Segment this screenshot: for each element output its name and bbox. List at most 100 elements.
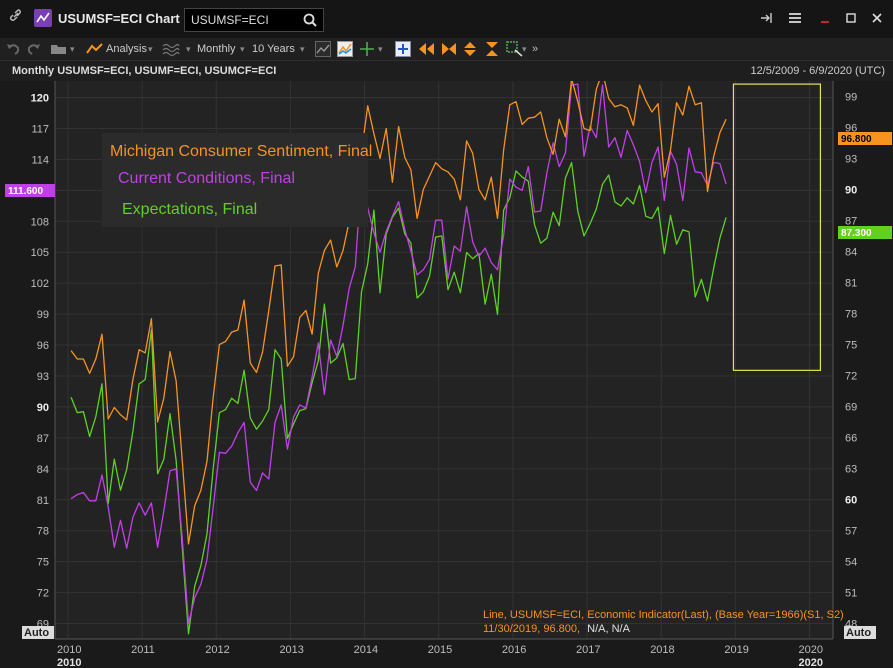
chart-date-range: 12/5/2009 - 6/9/2020 (UTC): [750, 65, 885, 77]
wave-icon[interactable]: [162, 41, 180, 57]
right-tick-label: 54: [845, 557, 857, 569]
info-text: Line, USUMSF=ECI, Economic Indicator(Las…: [483, 609, 844, 635]
left-tick-label: 114: [31, 154, 49, 166]
crosshair-icon[interactable]: [358, 41, 376, 57]
info-line-2: 11/30/2019, 96.800, N/A, N/A: [483, 623, 631, 635]
auto-right-button[interactable]: [844, 626, 876, 639]
pan-right-icon[interactable]: [440, 41, 458, 57]
chart-header: Monthly USUMSF=ECI, USUMF=ECI, USUMCF=EC…: [0, 61, 893, 81]
right-tick-label: 81: [845, 278, 857, 290]
x-tick-label: 2020: [799, 644, 823, 656]
analysis-button[interactable]: Analysis: [106, 43, 147, 55]
series-line-michigan[interactable]: [70, 81, 727, 545]
select-icon[interactable]: [506, 41, 524, 57]
line-chart-icon[interactable]: [315, 41, 331, 57]
minimize-icon[interactable]: [816, 10, 834, 28]
x-tick-label: 2011: [131, 644, 155, 656]
right-tick-label: 96: [845, 123, 857, 135]
right-orange-text: 96.800: [841, 134, 872, 145]
x-tick-label: 2014: [354, 644, 378, 656]
left-tick-label: 78: [37, 526, 49, 538]
right-green-text: 87.300: [841, 228, 872, 239]
folder-icon[interactable]: [50, 41, 68, 57]
search-box[interactable]: [184, 8, 324, 32]
chart-area[interactable]: 6972757881848790939699102105108111114117…: [0, 81, 893, 668]
auto-buttons: Auto Auto: [22, 626, 876, 639]
legend-background: [102, 133, 368, 227]
auto-left-button[interactable]: [22, 626, 54, 639]
right-tick-label: 84: [845, 247, 857, 259]
expand-vertical-icon[interactable]: [462, 41, 478, 57]
x-bottom-label: 2010: [57, 657, 81, 668]
compare-chart-icon[interactable]: [337, 41, 353, 57]
analysis-icon[interactable]: [86, 41, 104, 57]
select-dropdown-icon[interactable]: ▾: [522, 44, 527, 54]
analysis-dropdown-icon[interactable]: ▾: [148, 44, 153, 54]
left-tick-label: 108: [31, 216, 49, 228]
left-tick-label: 120: [31, 93, 49, 105]
link-icon[interactable]: [6, 8, 26, 28]
right-tick-label: 90: [845, 185, 857, 197]
more-icon[interactable]: »: [532, 43, 539, 55]
x-tick-label: 2017: [576, 644, 600, 656]
x-bottom-label: 2020: [799, 657, 823, 668]
x-tick-label: 2015: [428, 644, 452, 656]
window-title: USUMSF=ECI Chart: [58, 11, 180, 26]
wave-dropdown-icon[interactable]: ▾: [186, 44, 191, 54]
search-input[interactable]: [191, 11, 291, 28]
left-tick-label: 102: [31, 278, 49, 290]
right-tick-label: 60: [845, 495, 857, 507]
right-tick-label: 93: [845, 154, 857, 166]
x-tick-label: 2016: [502, 644, 526, 656]
pan-left-icon[interactable]: [418, 41, 436, 57]
range-select[interactable]: 10 Years: [252, 43, 295, 55]
auto-right-label: Auto: [846, 627, 871, 639]
interval-select[interactable]: Monthly: [197, 43, 236, 55]
left-tick-label: 96: [37, 340, 49, 352]
left-tick-label: 99: [37, 309, 49, 321]
series-line-current[interactable]: [70, 83, 727, 625]
axes: 6972757881848790939699102105108111114117…: [31, 81, 857, 668]
undo-icon[interactable]: [5, 41, 21, 57]
info-line-1: Line, USUMSF=ECI, Economic Indicator(Las…: [483, 609, 844, 621]
legend-michigan: Michigan Consumer Sentiment, Final: [110, 143, 372, 160]
chart-app-icon: [34, 9, 52, 27]
highlight-box[interactable]: [732, 83, 822, 371]
left-tick-label: 81: [37, 495, 49, 507]
right-tick-label: 78: [845, 309, 857, 321]
left-tick-label: 93: [37, 371, 49, 383]
menu-icon[interactable]: [786, 10, 804, 28]
add-icon[interactable]: [395, 41, 411, 57]
left-tick-label: 105: [31, 247, 49, 259]
x-tick-label: 2013: [279, 644, 303, 656]
search-icon[interactable]: [301, 11, 319, 29]
legend: Michigan Consumer Sentiment, Final Curre…: [102, 133, 372, 227]
close-icon[interactable]: [868, 10, 886, 28]
redo-icon[interactable]: [26, 41, 42, 57]
collapse-vertical-icon[interactable]: [484, 41, 500, 57]
maximize-icon[interactable]: [842, 10, 860, 28]
move-icon[interactable]: [758, 10, 776, 28]
right-tick-label: 51: [845, 588, 857, 600]
crosshair-dropdown-icon[interactable]: ▾: [378, 44, 383, 54]
x-tick-label: 2010: [57, 644, 81, 656]
left-tick-label: 90: [37, 402, 49, 414]
chart-instruments-label: Monthly USUMSF=ECI, USUMF=ECI, USUMCF=EC…: [12, 65, 277, 77]
legend-expectations: Expectations, Final: [122, 201, 257, 218]
folder-dropdown-icon[interactable]: ▾: [70, 44, 75, 54]
right-tick-label: 75: [845, 340, 857, 352]
right-tick-label: 72: [845, 371, 857, 383]
right-tick-label: 66: [845, 433, 857, 445]
right-tick-label: 63: [845, 464, 857, 476]
range-dropdown-icon[interactable]: ▾: [300, 44, 305, 54]
right-tick-label: 99: [845, 92, 857, 104]
left-tick-label: 87: [37, 433, 49, 445]
value-badges: 111.600 96.800 87.300: [5, 132, 892, 239]
left-value-badge: [5, 184, 55, 197]
right-tick-label: 69: [845, 402, 857, 414]
interval-dropdown-icon[interactable]: ▾: [240, 44, 245, 54]
x-tick-label: 2018: [650, 644, 674, 656]
left-value-text: 111.600: [8, 186, 43, 197]
right-tick-label: 87: [845, 216, 857, 228]
right-tick-label: 57: [845, 526, 857, 538]
